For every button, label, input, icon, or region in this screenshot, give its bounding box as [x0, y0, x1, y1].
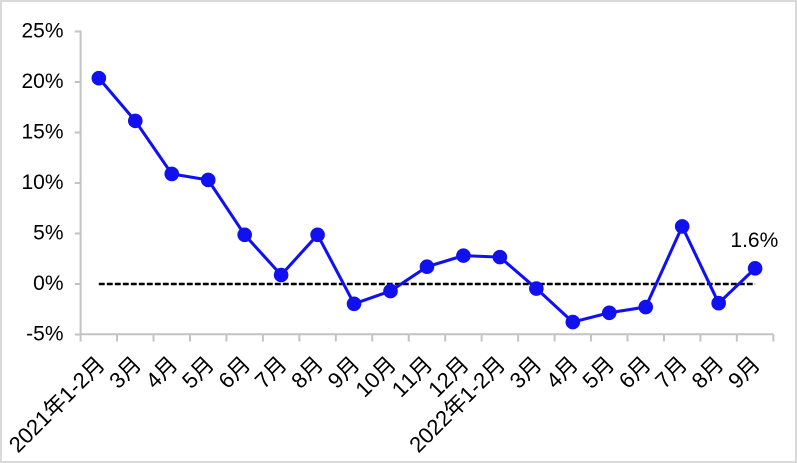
svg-text:1.6%: 1.6%: [730, 229, 778, 252]
svg-text:5%: 5%: [33, 222, 63, 245]
svg-text:0%: 0%: [33, 272, 63, 295]
svg-text:20%: 20%: [21, 70, 63, 93]
svg-text:-5%: -5%: [26, 323, 63, 346]
svg-text:10%: 10%: [21, 171, 63, 194]
svg-text:15%: 15%: [21, 121, 63, 144]
svg-text:25%: 25%: [21, 20, 63, 43]
